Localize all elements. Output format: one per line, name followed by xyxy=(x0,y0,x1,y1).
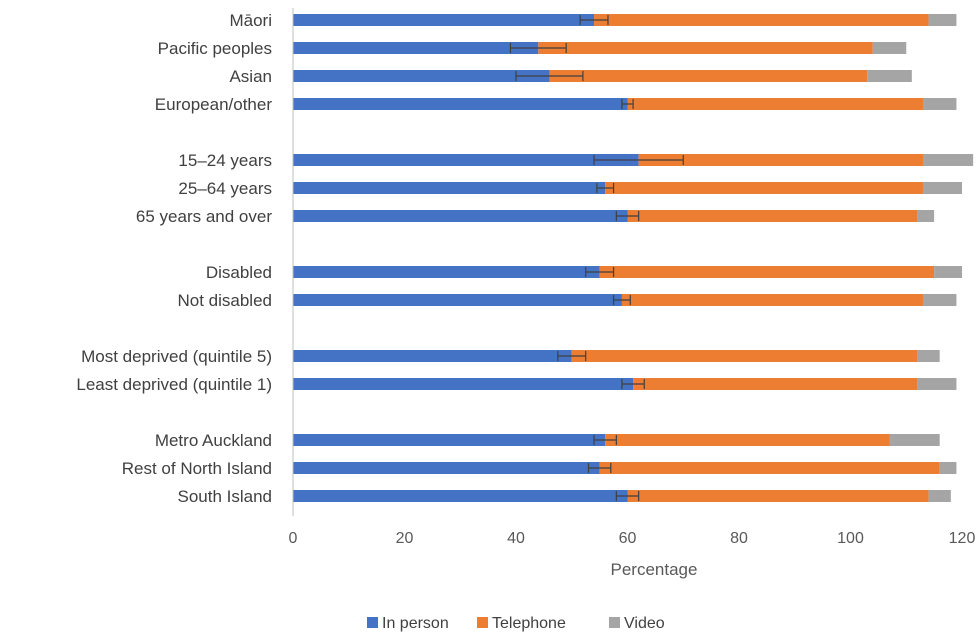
bar-telephone-2 xyxy=(549,70,868,82)
error-bar-7 xyxy=(585,267,615,277)
bar-telephone-0 xyxy=(594,14,929,26)
bar-in-person-1 xyxy=(293,42,539,54)
bar-telephone-1 xyxy=(538,42,873,54)
category-label-7: Disabled xyxy=(206,263,272,282)
bar-in-person-7 xyxy=(293,266,600,278)
bar-in-person-8 xyxy=(293,294,622,306)
x-tick-label-3: 60 xyxy=(619,530,637,547)
bar-telephone-4 xyxy=(638,154,923,166)
x-axis: 0 20 40 60 80 100 120 xyxy=(289,8,976,547)
bar-telephone-7 xyxy=(599,266,935,278)
x-tick-label-4: 80 xyxy=(730,530,748,547)
bar-video-2 xyxy=(867,70,912,82)
legend-item-video: Video xyxy=(609,615,665,632)
bar-telephone-12 xyxy=(599,462,940,474)
bar-telephone-8 xyxy=(621,294,923,306)
error-bar-3 xyxy=(621,99,634,109)
bar-in-person-3 xyxy=(293,98,628,110)
legend-swatch-0 xyxy=(367,617,378,628)
bar-video-12 xyxy=(939,462,957,474)
bar-video-4 xyxy=(922,154,974,166)
bar-in-person-5 xyxy=(293,182,606,194)
bar-in-person-11 xyxy=(293,434,606,446)
error-bars-layer xyxy=(509,15,684,501)
bar-video-0 xyxy=(928,14,957,26)
legend-label-0: In person xyxy=(382,615,449,632)
bar-telephone-13 xyxy=(627,490,929,502)
category-label-1: Pacific peoples xyxy=(158,39,272,58)
bar-video-13 xyxy=(928,490,951,502)
x-tick-label-6: 120 xyxy=(949,530,976,547)
category-label-13: South Island xyxy=(177,487,272,506)
x-tick-label-1: 20 xyxy=(396,530,414,547)
category-label-3: European/other xyxy=(155,95,273,114)
bar-telephone-10 xyxy=(633,378,918,390)
error-bar-11 xyxy=(593,435,617,445)
legend-swatch-2 xyxy=(609,617,620,628)
x-tick-label-5: 100 xyxy=(837,530,864,547)
error-bar-5 xyxy=(596,183,615,193)
category-label-2: Asian xyxy=(229,67,272,86)
bar-in-person-10 xyxy=(293,378,634,390)
error-bar-1 xyxy=(509,43,567,53)
error-bar-2 xyxy=(515,71,584,81)
legend-label-1: Telephone xyxy=(492,615,566,632)
bar-video-1 xyxy=(872,42,907,54)
bar-in-person-0 xyxy=(293,14,595,26)
category-label-6: 65 years and over xyxy=(136,207,272,226)
bar-video-8 xyxy=(922,294,957,306)
bar-in-person-12 xyxy=(293,462,600,474)
error-bar-0 xyxy=(579,15,609,25)
bar-in-person-6 xyxy=(293,210,628,222)
legend-item-telephone: Telephone xyxy=(477,615,566,632)
category-label-8: Not disabled xyxy=(177,291,272,310)
category-label-0: Māori xyxy=(229,11,272,30)
category-label-11: Metro Auckland xyxy=(155,431,272,450)
bar-telephone-3 xyxy=(627,98,923,110)
bar-video-6 xyxy=(917,210,935,222)
x-tick-label-2: 40 xyxy=(507,530,525,547)
legend-label-2: Video xyxy=(624,615,665,632)
bar-telephone-9 xyxy=(571,350,918,362)
bar-in-person-9 xyxy=(293,350,572,362)
category-label-9: Most deprived (quintile 5) xyxy=(81,347,272,366)
category-label-5: 25–64 years xyxy=(178,179,272,198)
bar-video-10 xyxy=(917,378,957,390)
legend-swatch-1 xyxy=(477,617,488,628)
category-label-10: Least deprived (quintile 1) xyxy=(76,375,272,394)
category-labels: Māori Pacific peoples Asian European/other 1… xyxy=(76,11,272,506)
bar-video-5 xyxy=(922,182,962,194)
bar-in-person-4 xyxy=(293,154,639,166)
category-label-4: 15–24 years xyxy=(178,151,272,170)
error-bar-8 xyxy=(612,295,631,305)
bar-video-7 xyxy=(934,266,962,278)
x-axis-title: Percentage xyxy=(611,560,698,579)
bar-in-person-13 xyxy=(293,490,628,502)
bar-in-person-2 xyxy=(293,70,550,82)
bar-video-9 xyxy=(917,350,940,362)
error-bar-13 xyxy=(615,491,640,501)
legend: In person Telephone Video xyxy=(367,615,665,632)
error-bar-10 xyxy=(621,379,645,389)
bar-telephone-11 xyxy=(605,434,890,446)
error-bar-12 xyxy=(587,463,612,473)
legend-item-in-person: In person xyxy=(367,615,449,632)
error-bar-4 xyxy=(593,155,684,165)
bar-video-3 xyxy=(922,98,957,110)
error-bar-6 xyxy=(615,211,640,221)
bar-telephone-5 xyxy=(605,182,923,194)
bar-telephone-6 xyxy=(627,210,918,222)
error-bar-9 xyxy=(557,351,587,361)
bar-video-11 xyxy=(889,434,940,446)
category-label-12: Rest of North Island xyxy=(122,459,272,478)
x-tick-label-0: 0 xyxy=(289,530,298,547)
bars-layer xyxy=(293,14,974,502)
